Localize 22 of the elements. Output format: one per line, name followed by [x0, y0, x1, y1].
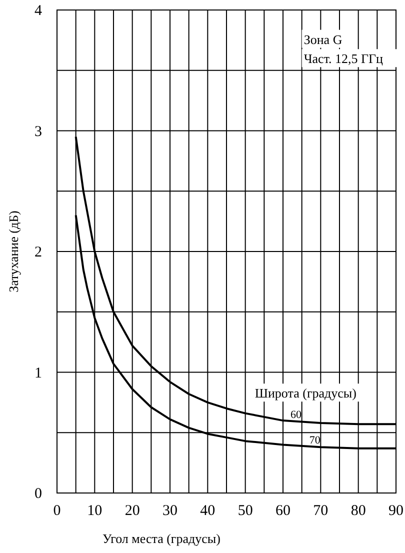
- annotation: Зона G: [304, 32, 342, 47]
- x-tick-label: 30: [162, 503, 178, 519]
- x-axis-title: Угол места (градусы): [102, 531, 220, 546]
- y-tick-label: 0: [34, 486, 42, 502]
- series-label: 70: [309, 434, 321, 446]
- annotation: Широта (градусы): [254, 386, 357, 401]
- y-tick-label: 4: [34, 3, 42, 19]
- x-tick-label: 0: [53, 503, 61, 519]
- x-tick-label: 40: [200, 503, 216, 519]
- series-label: 60: [290, 409, 302, 422]
- y-tick-label: 2: [34, 244, 42, 260]
- annotation: Част. 12,5 ГГц: [304, 51, 384, 66]
- x-tick-label: 90: [388, 503, 404, 519]
- y-axis-title: Затухание (дБ): [6, 210, 21, 292]
- x-tick-label: 50: [238, 503, 253, 519]
- x-tick-label: 10: [87, 503, 102, 519]
- y-tick-label: 1: [34, 365, 42, 382]
- x-tick-label: 60: [276, 503, 290, 519]
- x-tick-label: 80: [350, 503, 366, 519]
- x-tick-label: 70: [313, 503, 328, 519]
- y-tick-label: 3: [34, 124, 42, 140]
- x-tick-label: 20: [124, 503, 140, 519]
